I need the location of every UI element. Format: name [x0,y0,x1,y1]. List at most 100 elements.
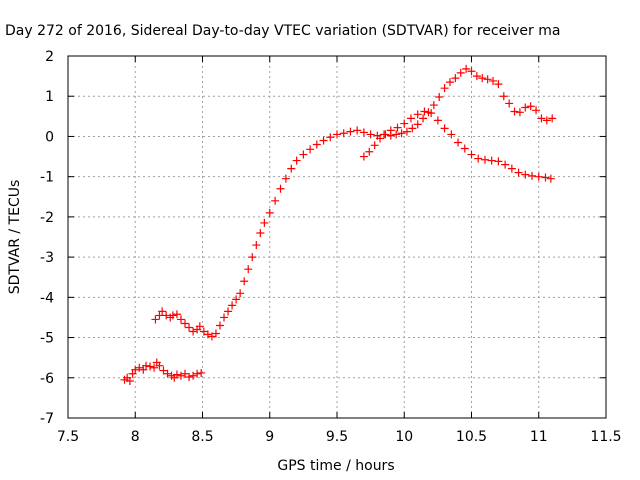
x-tick-labels: 7.5 8 8.5 9 9.5 10 10.5 11 11.5 [57,429,622,445]
data-point [542,116,551,125]
data-point [507,164,516,173]
data-point [260,218,269,227]
data-point [440,124,449,133]
y-tick-labels: -7 -6 -5 -4 -3 -2 -1 0 1 2 [40,49,54,427]
data-point [339,129,348,138]
x-axis-title: GPS time / hours [277,458,394,474]
y-tick-label: 0 [45,129,54,145]
data-point [537,114,546,123]
data-point [163,369,172,378]
data-point [162,311,171,320]
y-tick-label: 1 [45,89,54,105]
data-point [185,323,194,332]
data-point [159,366,168,375]
data-point [146,362,155,371]
data-point [306,145,315,154]
data-point [406,114,415,123]
data-point [224,307,233,316]
data-point [128,369,137,378]
x-tick-label: 8.5 [191,429,213,445]
data-point [172,310,181,319]
data-point [240,277,249,286]
data-point [528,171,537,180]
data-point [359,128,368,137]
data-point [176,315,185,324]
data-point [460,144,469,153]
data-point [392,130,401,139]
data-point [155,361,164,370]
data-point [155,311,164,320]
data-point [189,371,198,380]
y-tick-label: -4 [40,290,54,306]
data-point [193,369,202,378]
data-point [203,330,212,339]
data-point [252,241,261,250]
data-point [199,327,208,336]
data-point [139,365,148,374]
data-point [400,119,409,128]
chart-title: Day 272 of 2016, Sidereal Day-to-day VTE… [5,23,560,39]
data-point [474,154,483,163]
data-point [413,120,422,129]
data-point [393,123,402,132]
data-point [236,289,245,298]
data-point [397,129,406,138]
data-point [215,321,224,330]
data-point [185,372,194,381]
data-point [281,174,290,183]
data-point [521,103,530,112]
data-point [228,301,237,310]
data-point [248,253,257,262]
data-point [370,141,379,150]
axes [67,55,607,419]
data-point [435,93,444,102]
data-point [526,102,535,111]
data-point [424,108,433,117]
data-point [232,295,241,304]
data-point [501,160,510,169]
data-point [408,124,417,133]
plot-border [67,55,607,419]
data-point [433,116,442,125]
data-point [440,84,449,93]
data-point [292,156,301,165]
data-point [333,130,341,139]
data-point [467,150,476,159]
data-point [265,208,274,217]
data-point [510,107,519,116]
data-point [326,133,335,142]
data-point [299,150,308,159]
x-tick-label: 9.5 [326,429,348,445]
data-point [515,108,524,117]
data-point [478,74,487,83]
data-point [541,173,550,182]
y-tick-label: -2 [40,210,54,226]
data-point [131,365,140,374]
data-point [489,76,498,85]
data-point [546,174,555,183]
data-point [207,332,216,341]
data-point [494,80,503,89]
data-point [135,363,144,372]
data-point [181,369,190,378]
data-point [548,114,557,123]
y-tick-label: -5 [40,331,54,347]
data-point [172,370,181,379]
x-tick-label: 7.5 [57,429,79,445]
data-point [494,157,503,166]
data-point [276,184,285,193]
data-point [256,228,265,237]
data-point [189,327,198,336]
data-point [181,319,190,328]
data-point [158,307,167,316]
x-tick-label: 9 [265,429,274,445]
data-point [125,376,134,385]
data-point [429,101,438,110]
data-point [150,363,159,372]
y-tick-label: -3 [40,250,54,266]
data-point [462,64,471,73]
data-point [197,368,206,377]
data-point [244,265,253,274]
